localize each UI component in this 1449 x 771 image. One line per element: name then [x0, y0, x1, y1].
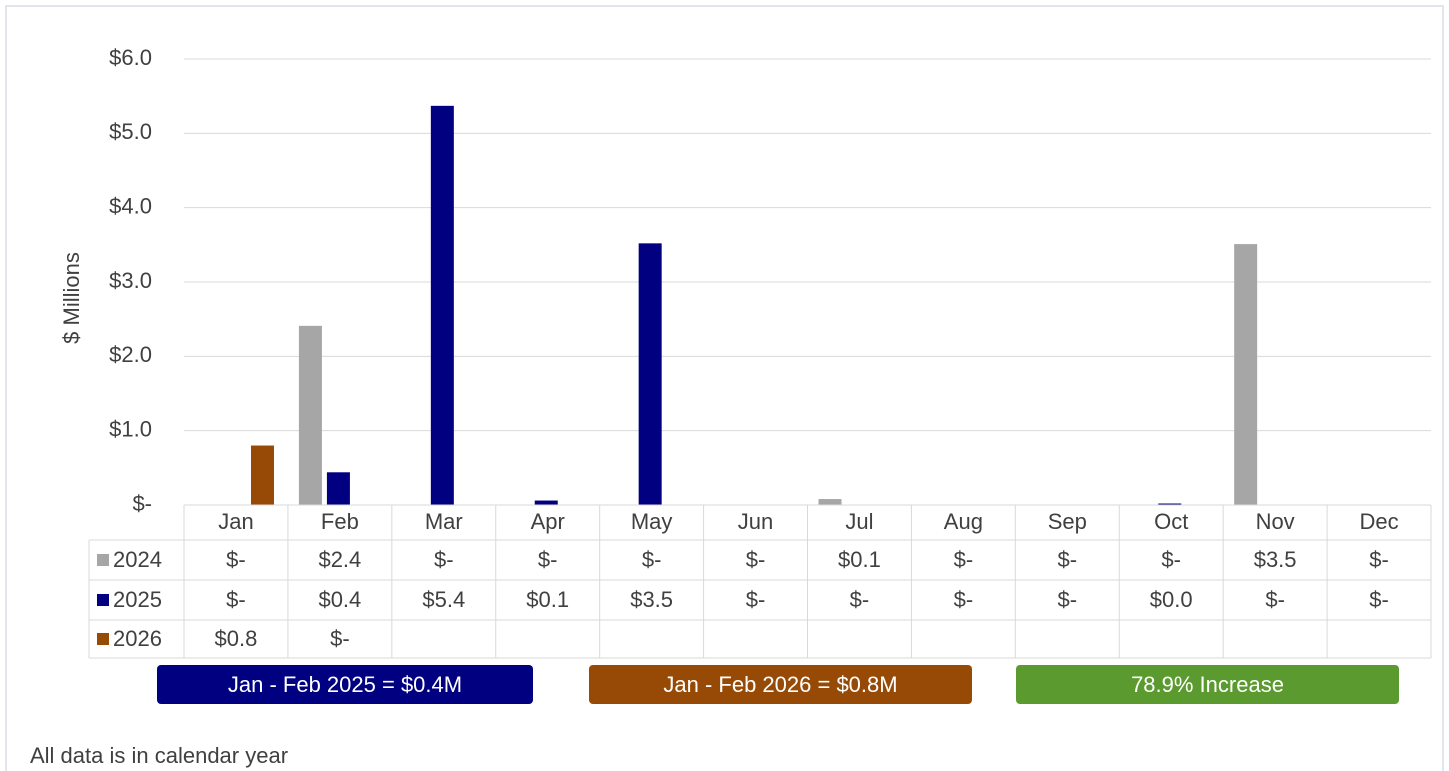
table-cell: $- [1369, 587, 1389, 612]
x-tick-label: Mar [425, 509, 463, 534]
table-cell: $3.5 [1254, 547, 1297, 572]
legend-swatch [97, 594, 109, 606]
annotation-text: Jan - Feb 2025 = $0.4M [228, 672, 462, 697]
table-cell: $0.1 [526, 587, 569, 612]
legend-label: 2026 [113, 626, 162, 651]
table-cell: $- [226, 587, 246, 612]
bar [326, 472, 350, 505]
x-tick-label: Jun [738, 509, 773, 534]
bar [1158, 503, 1182, 505]
table-cell: $- [642, 547, 662, 572]
legend-label: 2025 [113, 587, 162, 612]
x-tick-label: Jan [218, 509, 253, 534]
table-cell: $0.1 [838, 547, 881, 572]
x-tick-label: Oct [1154, 509, 1188, 534]
annotation-box [589, 665, 972, 704]
table-cell: $- [434, 547, 454, 572]
annotation-box [157, 665, 533, 704]
annotation-text: Jan - Feb 2026 = $0.8M [663, 672, 897, 697]
table-cell: $5.4 [422, 587, 465, 612]
table-cell: $- [1369, 547, 1389, 572]
bar [638, 243, 662, 505]
table-cell: $- [1058, 587, 1078, 612]
bar [298, 325, 322, 505]
bar [251, 445, 274, 505]
x-tick-label: Dec [1359, 509, 1398, 534]
table-cell: $- [1058, 547, 1078, 572]
table-cell: $- [330, 626, 350, 651]
bar [1234, 244, 1258, 505]
x-tick-label: Sep [1048, 509, 1087, 534]
y-tick-label: $3.0 [109, 268, 152, 293]
table-cell: $2.4 [318, 547, 361, 572]
y-tick-label: $4.0 [109, 193, 152, 218]
bar [534, 500, 558, 505]
table-cell: $0.0 [1150, 587, 1193, 612]
footnote: All data is in calendar year [30, 743, 288, 768]
y-tick-label: $2.0 [109, 342, 152, 367]
bar [818, 499, 842, 505]
bar [430, 105, 454, 505]
y-tick-label: $- [132, 491, 152, 516]
table-cell: $- [1161, 547, 1181, 572]
table-cell: $- [746, 547, 766, 572]
table-cell: $0.8 [215, 626, 258, 651]
x-tick-label: Jul [845, 509, 873, 534]
y-tick-label: $6.0 [109, 45, 152, 70]
legend-swatch [97, 554, 109, 566]
legend-label: 2024 [113, 547, 162, 572]
y-tick-label: $1.0 [109, 416, 152, 441]
x-tick-label: Nov [1256, 509, 1295, 534]
table-cell: $- [226, 547, 246, 572]
table-cell: $- [850, 587, 870, 612]
y-tick-label: $5.0 [109, 119, 152, 144]
table-cell: $- [954, 547, 974, 572]
legend-swatch [97, 633, 109, 645]
table-cell: $- [746, 587, 766, 612]
x-tick-label: Apr [531, 509, 565, 534]
table-cell: $- [954, 587, 974, 612]
table-cell: $3.5 [630, 587, 673, 612]
frame [5, 5, 1444, 771]
y-axis-label: $ Millions [59, 252, 84, 344]
table-cell: $0.4 [318, 587, 361, 612]
table-cell: $- [538, 547, 558, 572]
x-tick-label: May [631, 509, 673, 534]
annotation-box [1016, 665, 1399, 704]
x-tick-label: Aug [944, 509, 983, 534]
x-tick-label: Feb [321, 509, 359, 534]
table-cell: $- [1265, 587, 1285, 612]
annotation-text: 78.9% Increase [1131, 672, 1284, 697]
